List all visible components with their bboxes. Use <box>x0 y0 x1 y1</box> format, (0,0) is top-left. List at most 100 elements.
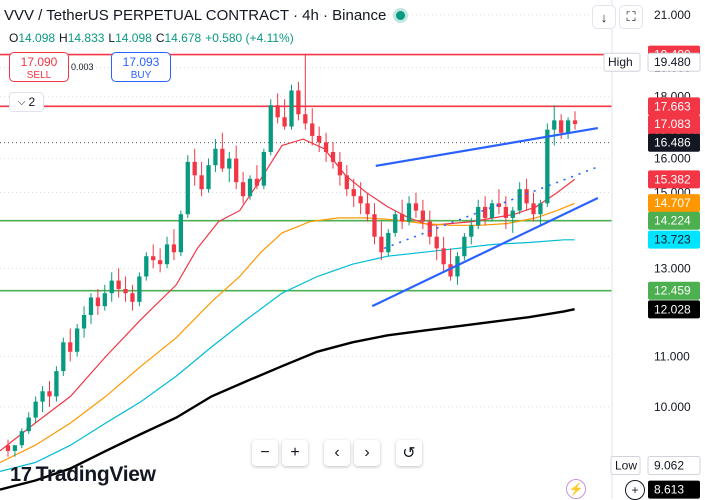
add-alert-icon[interactable]: + <box>625 480 645 500</box>
candle-body <box>254 178 260 186</box>
indicator-count: 2 <box>28 95 36 109</box>
candle-body <box>88 297 94 315</box>
candle-body <box>95 297 101 307</box>
candle-body <box>372 214 377 237</box>
candle-body <box>379 236 384 253</box>
candle-body <box>482 206 488 218</box>
price-tag-label: 12.028 <box>654 302 691 316</box>
candle-body <box>81 314 87 329</box>
candle-body <box>213 148 218 166</box>
candle-body <box>185 161 190 215</box>
price-tag-label: 12.459 <box>654 284 691 298</box>
reset-chart-button[interactable]: ↺ <box>396 440 422 466</box>
candle-body <box>26 417 31 432</box>
sell-button[interactable]: 17.090 SELL <box>9 52 69 82</box>
candle-body <box>247 178 253 197</box>
candle-body <box>531 203 536 215</box>
buy-button[interactable]: 17.093 BUY <box>111 52 171 82</box>
ohlc-value: 14.833 <box>67 31 105 45</box>
logo-text: TradingView <box>35 463 156 486</box>
candle-body <box>47 391 52 397</box>
candle-body <box>164 244 170 265</box>
candle-body <box>303 114 308 124</box>
ohlc-value: 14.098 <box>115 31 152 45</box>
download-button[interactable]: ↓ <box>592 5 616 29</box>
price-axis-bg <box>612 0 705 499</box>
buy-label: BUY <box>130 70 152 81</box>
candle-body <box>151 256 156 261</box>
price-tag <box>648 97 700 116</box>
fullscreen-icon: ⛶ <box>626 9 636 24</box>
candle-body <box>545 129 550 204</box>
price-tag <box>648 230 700 249</box>
ohlc-value: 14.678 <box>164 31 202 45</box>
candle-body <box>476 206 481 226</box>
candle-body <box>469 225 474 237</box>
zoom-out-button[interactable]: − <box>252 440 278 466</box>
candle-body <box>54 371 59 397</box>
tradingview-logo[interactable]: 17 TradingView <box>10 463 156 487</box>
candle-body <box>441 248 446 265</box>
price-tag-label: 14.707 <box>654 196 691 210</box>
channel-lower-line <box>371 196 599 308</box>
price-note-label: Low <box>615 458 637 472</box>
moving-averages <box>0 138 575 491</box>
indicators-toggle[interactable]: ⌵ 2 <box>9 92 44 112</box>
chevron-down-icon: ⌵ <box>17 96 26 108</box>
candle-body <box>503 206 508 218</box>
candle-body <box>365 203 370 215</box>
candle-body <box>496 203 502 207</box>
price-tag-label: 19.480 <box>654 55 691 69</box>
candle-body <box>323 142 329 152</box>
sell-label: SELL <box>26 70 52 81</box>
candle-body <box>310 123 315 136</box>
grid-lines <box>0 14 612 408</box>
candle-body <box>282 117 287 127</box>
candle-body <box>61 342 66 372</box>
zoom-in-button[interactable]: + <box>282 440 308 466</box>
candle-body <box>448 264 453 277</box>
candle-body <box>351 189 356 197</box>
ema-slow-line <box>0 239 575 472</box>
symbol-title[interactable]: VVV / TetherUS PERPETUAL CONTRACT · 4h ·… <box>4 7 406 24</box>
price-note-box <box>610 455 641 475</box>
spread-value: 0.003 <box>71 62 94 72</box>
candle-body <box>434 236 439 249</box>
candle-body <box>559 120 564 133</box>
candle-body <box>268 105 273 152</box>
candle-body <box>234 158 239 183</box>
price-tag <box>647 455 701 475</box>
price-tag-label: 17.663 <box>654 99 691 113</box>
ohlc-legend: O14.098 H14.833 L14.098 C14.678 +0.580 (+4.1… <box>9 31 298 45</box>
scroll-right-button[interactable]: › <box>354 440 380 466</box>
channel-upper-line <box>375 126 599 167</box>
price-tag <box>648 170 700 189</box>
candle-body <box>572 120 578 125</box>
candle-body <box>192 161 197 176</box>
candle-body <box>12 445 18 451</box>
price-tag <box>648 300 700 319</box>
scroll-left-button[interactable]: ‹ <box>324 440 350 466</box>
price-tick-label: 11.000 <box>654 350 690 364</box>
candle-body <box>399 214 405 222</box>
fullscreen-button[interactable]: ⛶ <box>619 5 643 29</box>
candle-body <box>75 328 80 352</box>
candle-body <box>344 175 349 190</box>
price-tick-label: 16.000 <box>654 152 691 166</box>
candle-body <box>275 105 280 118</box>
price-tag-label: 8.613 <box>654 483 684 497</box>
candle-body <box>206 165 211 190</box>
price-note-label: High <box>608 55 633 69</box>
sell-price: 17.090 <box>20 55 58 69</box>
candle-body <box>116 280 121 289</box>
price-tick-label: 10.000 <box>654 400 691 414</box>
candle-body <box>19 431 24 446</box>
candle-body <box>317 135 322 143</box>
candle-body <box>5 445 11 451</box>
lightning-icon[interactable]: ⚡ <box>566 479 586 499</box>
candle-body <box>462 236 467 257</box>
price-tag <box>648 133 700 152</box>
candle-body <box>123 288 128 294</box>
candle-body <box>406 203 412 222</box>
